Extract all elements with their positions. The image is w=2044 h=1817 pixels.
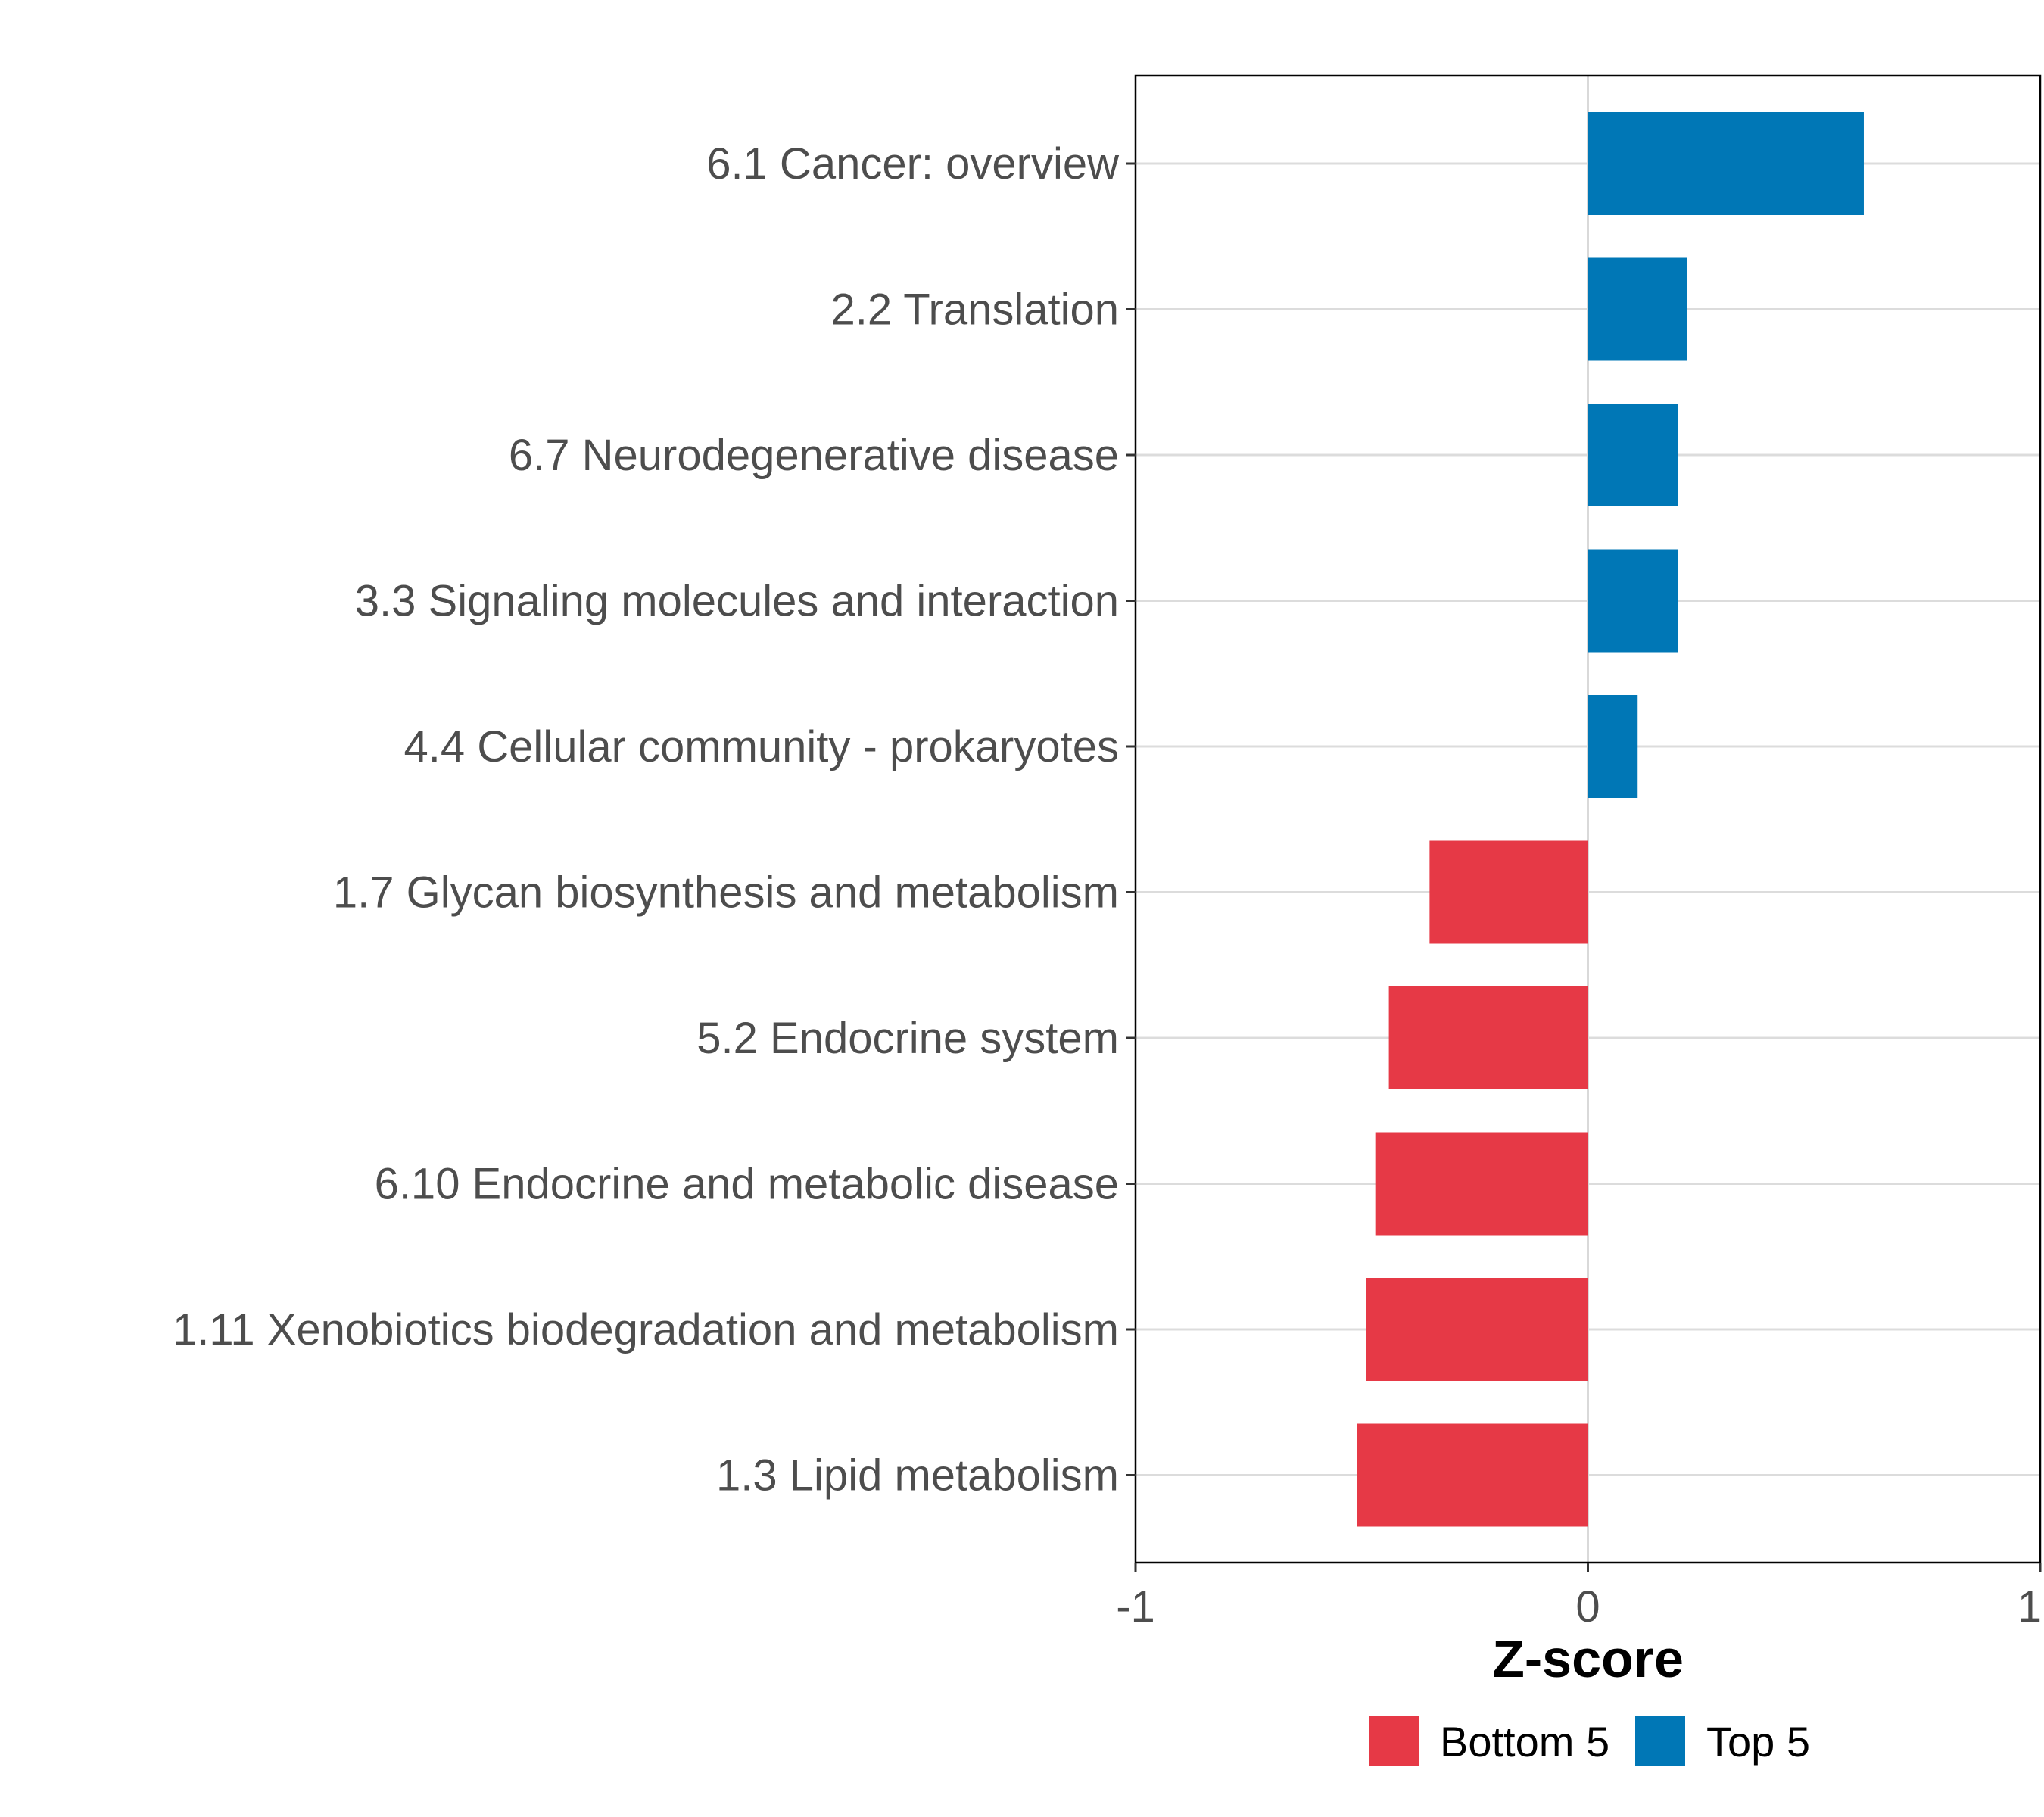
bar xyxy=(1366,1278,1588,1381)
x-axis-title: Z-score xyxy=(1492,1629,1684,1688)
bar xyxy=(1588,549,1678,653)
category-label: 6.10 Endocrine and metabolic disease xyxy=(375,1160,1119,1209)
category-label: 2.2 Translation xyxy=(831,285,1119,335)
bar xyxy=(1375,1132,1588,1236)
x-axis-ticks: -1 0 1 xyxy=(1116,1563,2042,1632)
bars xyxy=(1357,112,1864,1527)
category-label: 5.2 Endocrine system xyxy=(696,1014,1119,1063)
bar xyxy=(1588,695,1638,798)
bar xyxy=(1588,112,1864,215)
category-label: 4.4 Cellular community - prokaryotes xyxy=(404,722,1119,771)
category-label: 6.1 Cancer: overview xyxy=(706,139,1120,189)
bar xyxy=(1588,404,1678,506)
x-tick-label: -1 xyxy=(1116,1582,1155,1632)
legend-swatch xyxy=(1369,1716,1419,1766)
bar xyxy=(1429,840,1588,944)
bar xyxy=(1357,1423,1588,1527)
category-label: 6.7 Neurodegenerative disease xyxy=(509,431,1119,480)
bar xyxy=(1588,257,1687,361)
legend: Bottom 5 Top 5 xyxy=(1369,1716,1810,1766)
legend-label: Top 5 xyxy=(1706,1718,1810,1766)
y-axis-ticks xyxy=(1126,162,1136,1476)
x-tick-label: 1 xyxy=(2018,1582,2042,1632)
y-axis-category-labels: 6.1 Cancer: overview 2.2 Translation 6.7 N… xyxy=(173,139,1120,1501)
legend-swatch xyxy=(1635,1716,1685,1766)
category-label: 3.3 Signaling molecules and interaction xyxy=(355,577,1119,626)
category-label: 1.11 Xenobiotics biodegradation and meta… xyxy=(173,1305,1119,1354)
category-label: 1.7 Glycan biosynthesis and metabolism xyxy=(333,868,1119,918)
legend-label: Bottom 5 xyxy=(1440,1718,1609,1766)
bar xyxy=(1388,986,1588,1089)
x-tick-label: 0 xyxy=(1575,1582,1600,1632)
category-label: 1.3 Lipid metabolism xyxy=(716,1451,1119,1501)
